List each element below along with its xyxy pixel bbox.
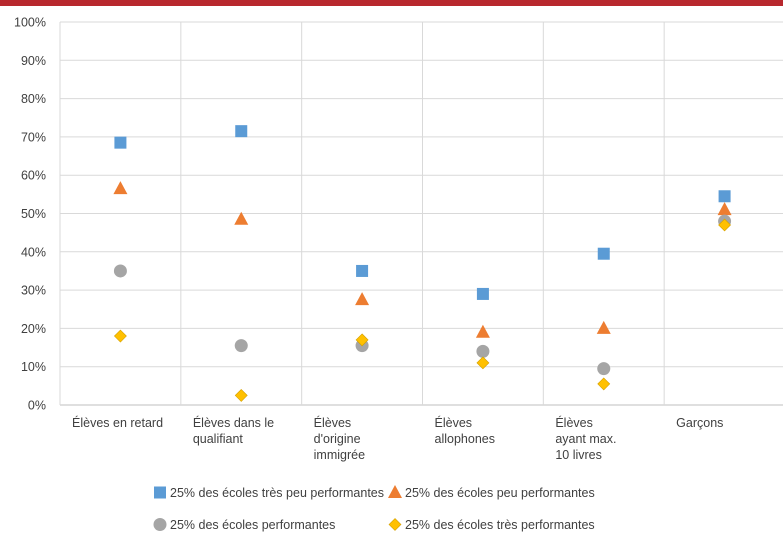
legend-marker-circle	[153, 518, 167, 531]
legend: 25% des écoles très peu performantes 25% …	[153, 485, 595, 532]
y-tick-label: 40%	[21, 245, 46, 259]
data-point-triangle	[234, 211, 249, 225]
legend-marker-diamond	[388, 518, 402, 531]
legend-label: 25% des écoles performantes	[170, 518, 335, 532]
data-point-triangle	[717, 202, 732, 216]
y-tick-label: 10%	[21, 360, 46, 374]
y-tick-label: 20%	[21, 322, 46, 336]
data-point-diamond	[476, 356, 490, 370]
data-point-circle	[113, 264, 127, 278]
data-point-triangle	[355, 292, 370, 306]
data-point-square	[114, 136, 127, 149]
data-point-diamond	[597, 377, 611, 391]
data-point-diamond	[234, 389, 248, 402]
data-point-circle	[597, 362, 611, 376]
data-point-square	[356, 264, 369, 277]
x-axis-category-labels: Élèves en retard Élèves dans le qualifiant…	[72, 415, 723, 462]
legend-label: 25% des écoles très peu performantes	[170, 486, 384, 500]
gridlines	[59, 21, 783, 406]
data-point-circle	[476, 344, 490, 358]
data-point-triangle	[475, 324, 490, 338]
x-category-label: Garçons	[676, 416, 723, 430]
data-point-circle	[234, 339, 248, 353]
legend-label: 25% des écoles très performantes	[405, 518, 595, 532]
y-tick-label: 100%	[14, 16, 46, 30]
data-point-square	[476, 287, 489, 300]
legend-label: 25% des écoles peu performantes	[405, 486, 595, 500]
legend-marker-square	[154, 486, 166, 499]
legend-marker-triangle	[388, 485, 402, 498]
y-tick-label: 0%	[28, 399, 46, 413]
x-category-label: Élèves dans le qualifiant	[193, 415, 274, 446]
data-point-diamond	[113, 329, 127, 343]
y-tick-label: 50%	[21, 207, 46, 221]
data-point-diamond	[718, 218, 732, 232]
y-tick-label: 90%	[21, 54, 46, 68]
y-tick-label: 60%	[21, 169, 46, 183]
data-point-square	[718, 190, 731, 203]
x-category-label: Élèves d'origine immigrée	[314, 415, 365, 462]
y-tick-label: 70%	[21, 130, 46, 144]
x-category-label: Élèves ayant max. 10 livres	[555, 415, 616, 462]
data-markers	[113, 125, 732, 402]
data-point-triangle	[596, 320, 611, 334]
data-point-square	[597, 247, 610, 260]
data-point-triangle	[113, 181, 128, 195]
y-tick-label: 80%	[21, 92, 46, 106]
x-category-label: Élèves allophones	[435, 415, 495, 446]
data-point-diamond	[355, 333, 369, 347]
top-accent-bar	[0, 0, 783, 6]
y-tick-label: 30%	[21, 284, 46, 298]
y-axis-tick-labels: 0% 10% 20% 30% 40% 50% 60% 70% 80% 90% 100%	[14, 16, 46, 413]
x-category-label: Élèves en retard	[72, 415, 163, 430]
data-point-square	[235, 125, 248, 138]
